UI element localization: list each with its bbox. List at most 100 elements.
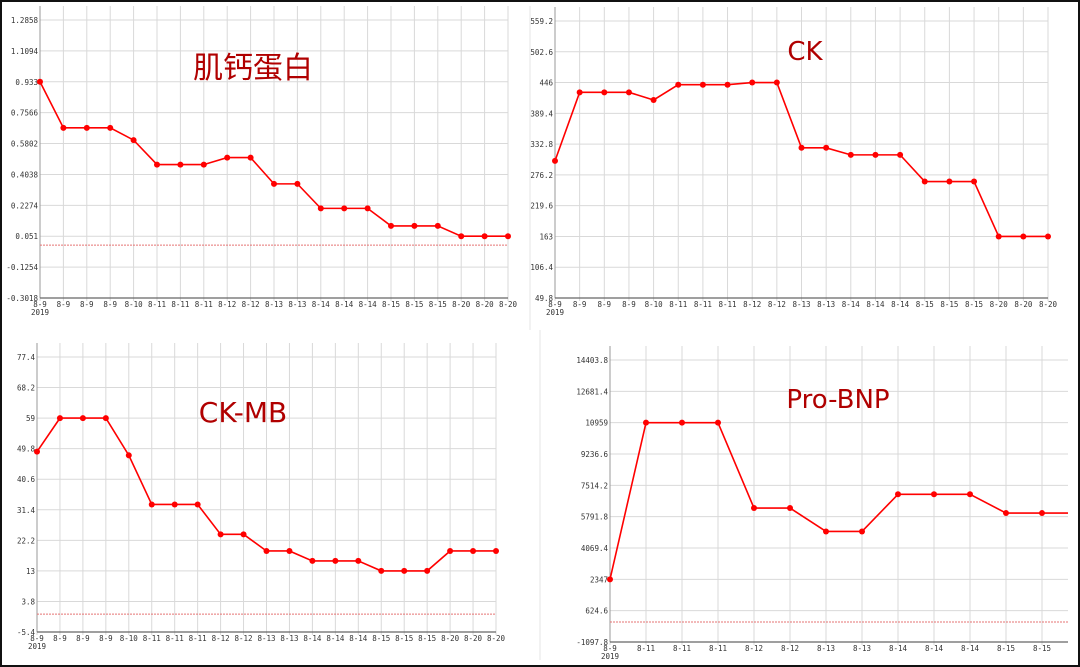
chart-title: 肌钙蛋白 [193,51,313,86]
data-point [294,180,301,187]
data-point [749,79,756,86]
data-point [102,415,109,422]
data-point [200,161,207,168]
x-tick-label: 8-11 [673,644,691,653]
data-point [643,419,649,426]
data-point [1039,510,1045,517]
x-tick-label: 8-11 [189,634,207,643]
data-point [967,491,973,498]
data-point [675,81,682,88]
x-tick-label: 8-12 [218,300,236,309]
data-point [177,161,184,168]
chart-troponin: -0.3018 -0.1254 0.051 0.2274 0.4038 0.5802 0.7… [6,6,518,317]
x-tick-label: 8-11 [694,300,712,309]
x-tick-label: 8-20 [487,634,506,643]
x-tick-label: 8-14 [303,634,322,643]
y-tick-label: 559.2 [530,17,553,26]
data-point [79,415,86,422]
x-tick-label: 8-12 [212,634,230,643]
x-tick-label: 8-13 [257,634,275,643]
x-tick-label: 8-20 [1014,300,1033,309]
x-tick-label: 8-15 [1033,644,1051,653]
x-tick-label: 8-12 [743,300,761,309]
data-point [724,81,731,88]
chart-title: CK-MB [199,396,287,429]
chart-ck: 49.8 106.4 163 219.6 276.2 332.8 389.4 446 502.6… [530,7,1058,317]
data-point [125,452,132,459]
data-point [154,161,160,168]
data-point [37,78,43,85]
x-tick-label: 8-20 [441,634,460,643]
data-point [263,547,270,554]
data-point [341,205,348,212]
x-year-label: 2019 [546,308,564,317]
data-point [34,448,40,455]
y-tick-label: 10959 [585,419,608,428]
x-tick-label: 8-9 [57,300,71,309]
data-point [458,233,465,240]
y-tick-label: 0.4038 [11,170,39,179]
y-tick-label: 0.051 [15,232,38,241]
x-tick-label: 8-14 [891,300,910,309]
x-tick-label: 8-9 [548,300,562,309]
data-point [897,151,904,158]
y-tick-label: 1.1094 [11,47,39,56]
x-tick-label: 8-14 [335,300,354,309]
data-point [424,567,431,574]
x-tick-label: 8-14 [866,300,885,309]
x-tick-label: 8-20 [1039,300,1058,309]
x-tick-label: 8-13 [817,300,835,309]
x-tick-label: 8-11 [143,634,161,643]
y-tick-label: 1.2858 [11,16,39,25]
chart-ck-mb: -5.4 3.8 13 22.2 31.4 40.6 49.8 59 68.2 77.4 8-9 8-… [17,343,506,651]
x-year-label: 2019 [31,308,49,317]
data-point [60,124,67,131]
data-point [823,528,829,535]
data-point [247,154,254,161]
data-point [601,89,608,96]
x-tick-label: 8-11 [195,300,213,309]
x-tick-label: 8-20 [464,634,483,643]
x-tick-label: 8-9 [80,300,94,309]
data-point [447,547,454,554]
data-point [995,233,1002,240]
data-point [625,89,632,96]
y-tick-label: 219.6 [530,202,553,211]
x-year-label: 2019 [28,642,46,651]
data-point [773,79,780,86]
data-point [107,124,114,131]
data-point [317,205,324,212]
data-point [971,178,978,185]
data-point [56,415,63,422]
data-point [240,531,247,538]
y-tick-label: 59 [26,414,35,423]
x-tick-label: 8-10 [125,300,144,309]
y-tick-label: 389.4 [530,109,553,118]
data-point [434,222,441,229]
x-tick-label: 8-15 [372,634,390,643]
data-point [130,137,137,144]
x-tick-label: 8-20 [990,300,1009,309]
x-tick-label: 8-14 [359,300,378,309]
data-point [171,501,178,508]
data-point [650,96,657,103]
y-tick-label: 9236.6 [581,450,609,459]
data-point [715,419,721,426]
y-tick-label: 14403.8 [576,356,608,365]
y-tick-label: 502.6 [530,48,553,57]
data-point [798,144,805,151]
x-tick-label: 8-9 [30,634,44,643]
x-tick-label: 8-20 [499,300,518,309]
y-tick-label: 68.2 [17,384,35,393]
data-point [859,528,865,535]
x-tick-label: 8-15 [997,644,1015,653]
data-point [411,222,418,229]
y-tick-label: 49.8 [535,294,554,303]
x-tick-label: 8-9 [99,634,113,643]
data-point [931,491,937,498]
x-tick-label: 8-14 [925,644,944,653]
y-tick-label: 12681.4 [576,387,608,396]
data-point [1020,233,1027,240]
data-point [355,557,362,564]
